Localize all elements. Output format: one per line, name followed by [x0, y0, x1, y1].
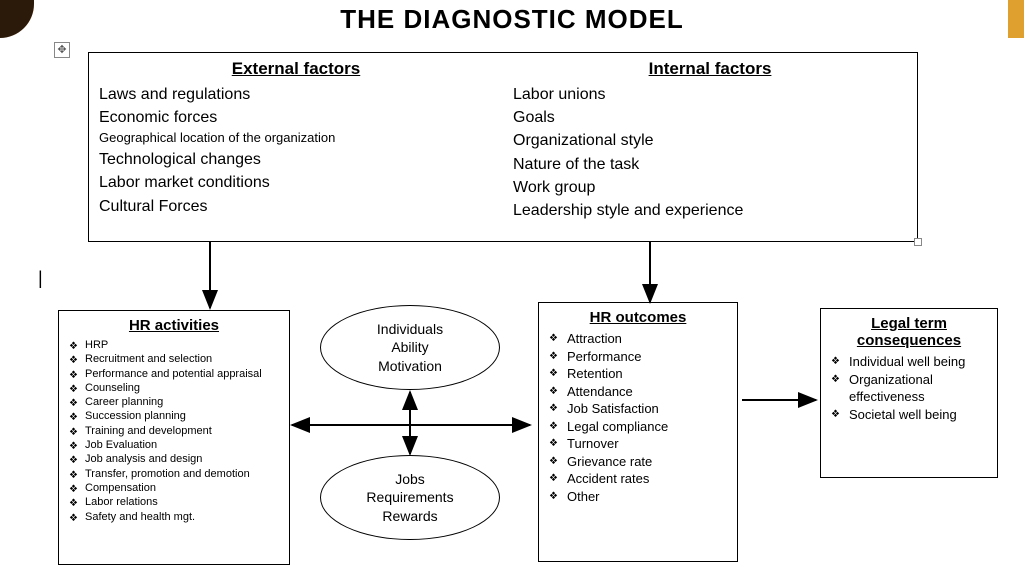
list-item: HRP: [69, 338, 279, 352]
list-item: Training and development: [69, 424, 279, 438]
legal-title: Legal term consequences: [831, 315, 987, 349]
list-item: Legal compliance: [549, 418, 727, 436]
page-title: THE DIAGNOSTIC MODEL: [0, 0, 1024, 35]
list-item: Technological changes: [99, 148, 493, 171]
list-item: Transfer, promotion and demotion: [69, 467, 279, 481]
internal-factors-list: Labor unionsGoalsOrganizational styleNat…: [513, 83, 907, 222]
legal-consequences-list: Individual well beingOrganizational effe…: [831, 353, 987, 423]
resize-handle-icon[interactable]: [914, 238, 922, 246]
ellipse-line: Requirements: [366, 488, 453, 506]
list-item: Geographical location of the organizatio…: [99, 129, 493, 148]
list-item: Accident rates: [549, 470, 727, 488]
list-item: Safety and health mgt.: [69, 510, 279, 524]
ellipse-line: Motivation: [378, 357, 442, 375]
list-item: Attraction: [549, 330, 727, 348]
list-item: Laws and regulations: [99, 83, 493, 106]
hr-outcomes-box: HR outcomes AttractionPerformanceRetenti…: [538, 302, 738, 562]
list-item: Individual well being: [831, 353, 987, 371]
list-item: Turnover: [549, 435, 727, 453]
list-item: Compensation: [69, 481, 279, 495]
external-factors-list: Laws and regulationsEconomic forcesGeogr…: [99, 83, 493, 218]
list-item: Job Evaluation: [69, 438, 279, 452]
list-item: Labor unions: [513, 83, 907, 106]
list-item: Goals: [513, 106, 907, 129]
list-item: Counseling: [69, 381, 279, 395]
list-item: Cultural Forces: [99, 195, 493, 218]
ellipse-line: Jobs: [395, 470, 425, 488]
diagram-canvas: ✥ External factors Laws and regulationsE…: [10, 40, 1014, 570]
list-item: Job analysis and design: [69, 452, 279, 466]
hr-outcomes-list: AttractionPerformanceRetentionAttendance…: [549, 330, 727, 505]
legal-consequences-box: Legal term consequences Individual well …: [820, 308, 998, 478]
list-item: Other: [549, 488, 727, 506]
ellipse-line: Rewards: [382, 507, 437, 525]
individuals-ellipse: IndividualsAbilityMotivation: [320, 305, 500, 390]
hr-outcomes-title: HR outcomes: [549, 309, 727, 326]
jobs-ellipse: JobsRequirementsRewards: [320, 455, 500, 540]
move-handle-icon[interactable]: ✥: [54, 42, 70, 58]
list-item: Nature of the task: [513, 153, 907, 176]
list-item: Labor relations: [69, 495, 279, 509]
external-factors-title: External factors: [99, 59, 493, 79]
list-item: Recruitment and selection: [69, 352, 279, 366]
hr-activities-box: HR activities HRPRecruitment and selecti…: [58, 310, 290, 565]
list-item: Labor market conditions: [99, 171, 493, 194]
list-item: Performance: [549, 348, 727, 366]
text-cursor-icon: |: [38, 268, 43, 289]
list-item: Organizational style: [513, 129, 907, 152]
list-item: Organizational effectiveness: [831, 371, 987, 406]
list-item: Attendance: [549, 383, 727, 401]
internal-factors-column: Internal factors Labor unionsGoalsOrgani…: [513, 59, 907, 235]
list-item: Grievance rate: [549, 453, 727, 471]
list-item: Work group: [513, 176, 907, 199]
list-item: Performance and potential appraisal: [69, 367, 279, 381]
ellipse-line: Ability: [391, 338, 428, 356]
internal-factors-title: Internal factors: [513, 59, 907, 79]
list-item: Career planning: [69, 395, 279, 409]
title-bar: THE DIAGNOSTIC MODEL: [0, 0, 1024, 38]
hr-activities-list: HRPRecruitment and selectionPerformance …: [69, 338, 279, 524]
ellipse-line: Individuals: [377, 320, 443, 338]
list-item: Societal well being: [831, 406, 987, 424]
factors-box: External factors Laws and regulationsEco…: [88, 52, 918, 242]
accent-right: [1008, 0, 1024, 38]
list-item: Economic forces: [99, 106, 493, 129]
list-item: Leadership style and experience: [513, 199, 907, 222]
list-item: Succession planning: [69, 409, 279, 423]
list-item: Retention: [549, 365, 727, 383]
hr-activities-title: HR activities: [69, 317, 279, 334]
external-factors-column: External factors Laws and regulationsEco…: [99, 59, 493, 235]
list-item: Job Satisfaction: [549, 400, 727, 418]
